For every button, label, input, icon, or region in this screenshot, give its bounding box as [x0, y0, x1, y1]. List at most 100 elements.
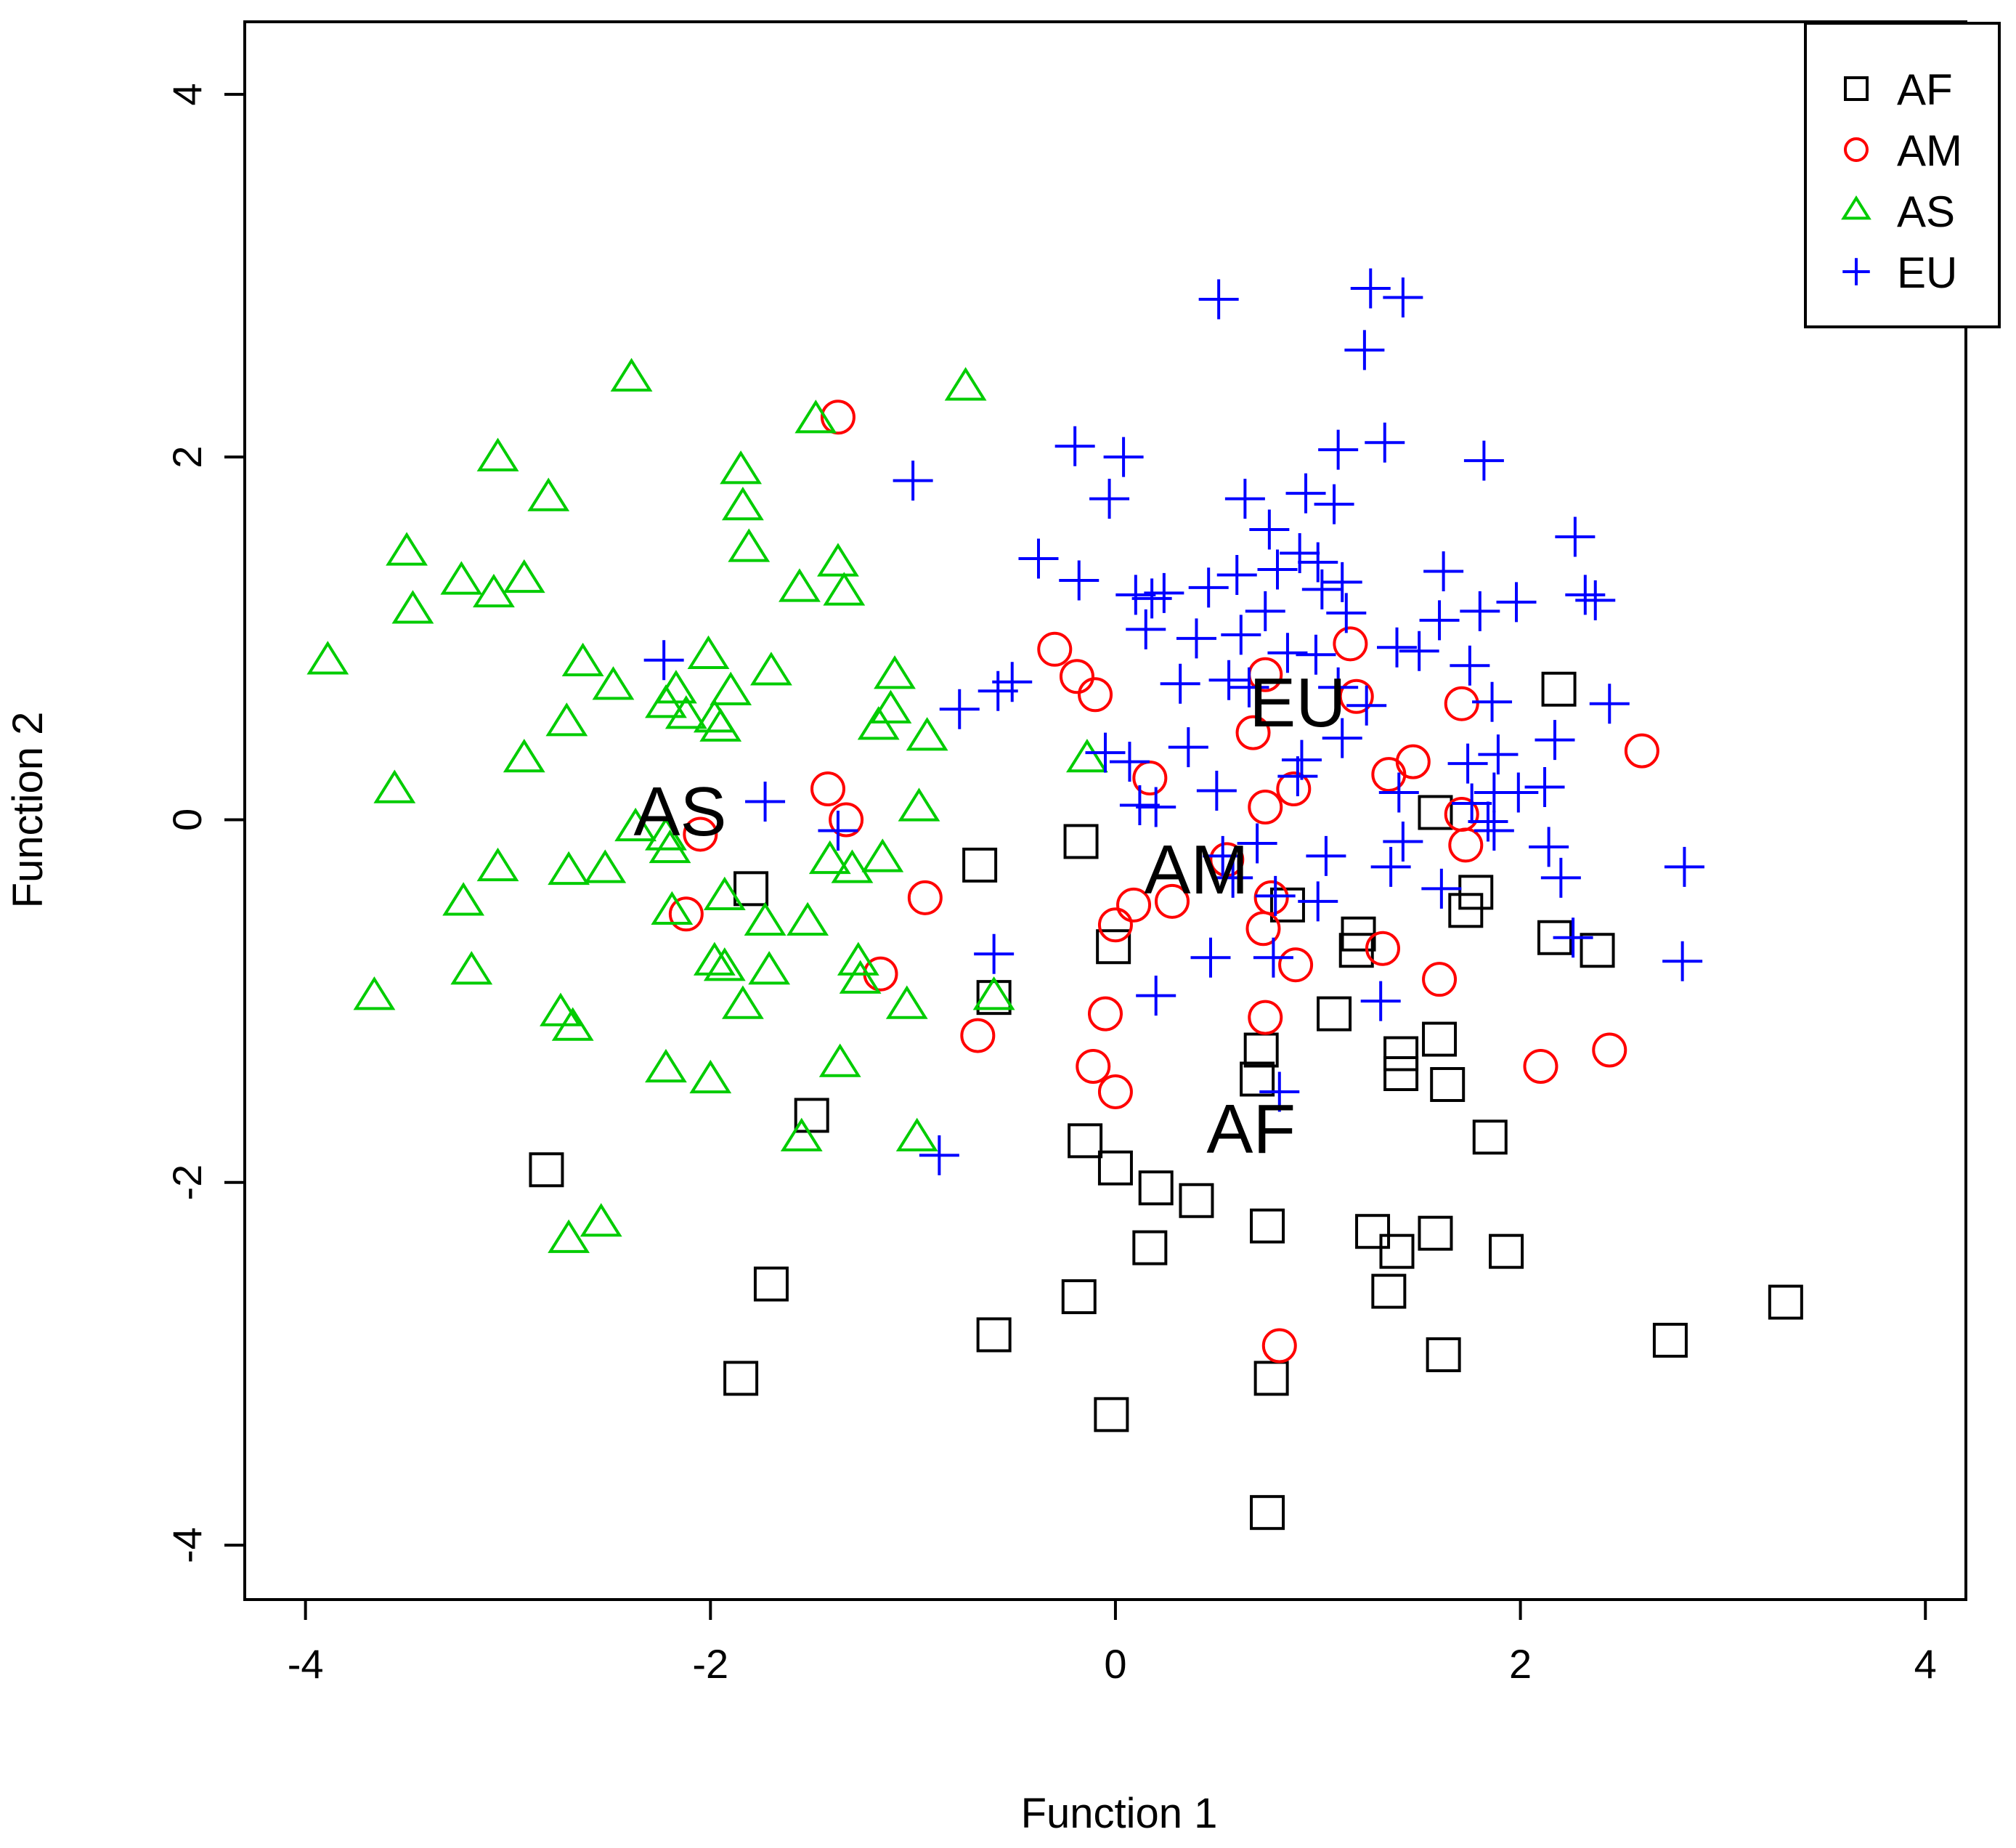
point-am [1276, 771, 1312, 807]
point-eu [1322, 718, 1362, 758]
point-af [1426, 1337, 1461, 1372]
point-as [649, 829, 691, 864]
point-eu [1109, 742, 1150, 782]
point-eu [1524, 767, 1565, 808]
point-eu [1249, 509, 1290, 550]
point-af [1422, 1021, 1458, 1057]
point-eu [1452, 783, 1492, 824]
centroid-label-am: AM [1144, 831, 1248, 909]
point-eu [1144, 572, 1184, 613]
point-as [540, 992, 582, 1026]
point-eu [1664, 846, 1704, 887]
point-af [1097, 1150, 1133, 1186]
point-eu [1103, 437, 1144, 477]
point-af [1240, 1061, 1275, 1097]
point-eu [1160, 663, 1200, 704]
point-eu [1301, 569, 1342, 609]
point-af [1489, 1233, 1524, 1269]
point-am [668, 896, 704, 932]
point-as [710, 671, 752, 705]
point-af [1652, 1322, 1688, 1358]
point-am [1444, 686, 1479, 721]
y-tick-label: 2 [164, 446, 210, 469]
point-eu [1296, 634, 1336, 675]
point-eu [1089, 479, 1130, 519]
legend-label-eu: EU [1897, 248, 1957, 297]
point-eu [1314, 484, 1354, 524]
point-eu [974, 933, 1015, 974]
point-am [1333, 626, 1368, 662]
point-eu [1136, 787, 1176, 827]
x-tick-label: 0 [1104, 1641, 1126, 1687]
point-af [1250, 1495, 1285, 1531]
point-af [1541, 671, 1577, 707]
point-am [1422, 962, 1458, 997]
point-eu [1662, 941, 1703, 981]
point-am [1523, 1049, 1558, 1085]
point-eu [1318, 429, 1359, 470]
point-as [699, 708, 742, 742]
point-af [1418, 1215, 1453, 1251]
point-as [703, 876, 746, 911]
point-eu [1421, 868, 1462, 909]
point-eu [1565, 575, 1606, 615]
centroid-label-af: AF [1206, 1090, 1296, 1168]
legend-label-as: AS [1897, 187, 1955, 236]
point-as [545, 702, 588, 737]
point-as [561, 642, 604, 676]
point-eu [1377, 627, 1418, 668]
point-eu [1344, 330, 1385, 370]
point-af [1383, 1056, 1419, 1091]
point-as [839, 960, 882, 994]
point-af [1094, 1397, 1129, 1432]
point-af [1317, 996, 1352, 1032]
data-points [306, 268, 1803, 1531]
point-af [1418, 795, 1453, 830]
point-as [592, 666, 635, 700]
point-af [1383, 1036, 1419, 1071]
point-as [645, 1048, 687, 1083]
point-eu [1472, 681, 1513, 722]
point-am [1116, 887, 1152, 923]
point-eu [1326, 593, 1367, 633]
point-as [391, 590, 434, 624]
point-eu [1018, 538, 1059, 579]
point-as [906, 717, 948, 751]
point-as [442, 882, 485, 916]
point-eu [977, 670, 1018, 711]
legend-box [1804, 22, 2001, 328]
point-am [1059, 659, 1094, 694]
point-af [1430, 1066, 1466, 1102]
point-eu [1589, 684, 1630, 724]
point-as [584, 849, 627, 883]
point-af [753, 1266, 789, 1302]
point-am [1278, 947, 1314, 983]
point-as [831, 849, 874, 883]
centroid-label-eu: EU [1249, 664, 1346, 742]
point-af [1355, 1214, 1391, 1249]
point-eu [1224, 479, 1265, 519]
series-af [529, 671, 1803, 1531]
y-axis: -4 -2 0 2 4 [164, 83, 246, 1563]
point-eu [1188, 567, 1229, 608]
point-am [820, 400, 855, 435]
legend-item-af: AF [1844, 65, 1953, 114]
y-tick-label: 4 [164, 83, 210, 105]
point-eu [1419, 600, 1460, 641]
point-as [645, 816, 687, 851]
point-eu [1136, 976, 1176, 1016]
point-as [898, 787, 940, 822]
point-as [503, 739, 545, 773]
point-as [808, 840, 851, 875]
point-as [306, 641, 349, 675]
point-eu [893, 461, 933, 501]
point-af [1061, 1279, 1097, 1315]
legend-marker-am [1844, 137, 1869, 162]
point-as [748, 951, 791, 985]
point-as [473, 573, 515, 608]
point-as [744, 901, 787, 936]
point-as [703, 947, 746, 981]
point-eu [919, 1135, 959, 1175]
